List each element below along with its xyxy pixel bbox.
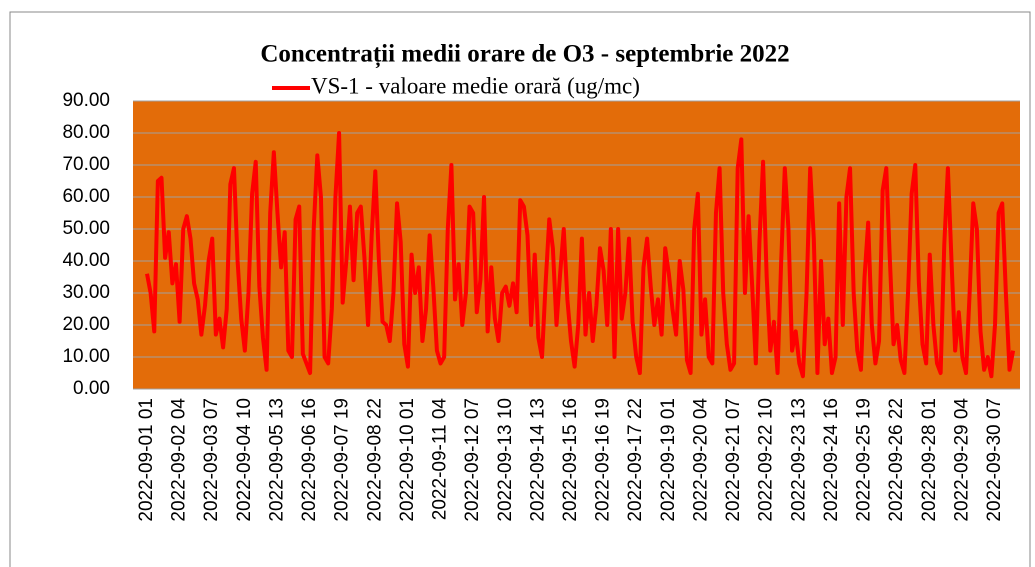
x-tick-label: 2022-09-04 10 [234,398,255,522]
y-tick-label: 10.00 [62,346,110,367]
x-tick-label: 2022-09-13 10 [495,398,516,522]
x-tick-label: 2022-09-12 07 [462,398,483,522]
line [145,131,1016,379]
x-tick-label: 2022-09-15 16 [560,398,581,522]
y-tick-label: 20.00 [62,314,110,335]
x-tick-label: 2022-09-26 22 [886,398,907,522]
y-tick-label: 30.00 [62,282,110,303]
chart-title: Concentrații medii orare de O3 - septemb… [260,41,789,69]
x-tick-label: 2022-09-01 01 [136,398,157,522]
x-tick-label: 2022-09-05 13 [266,398,287,522]
x-tick-label: 2022-09-29 04 [951,398,972,522]
x-tick-label: 2022-09-14 13 [527,398,548,522]
x-tick-label: 2022-09-24 16 [821,398,842,522]
x-tick-label: 2022-09-08 22 [364,398,385,522]
x-tick-label: 2022-09-07 19 [332,398,353,522]
x-tick-label: 2022-09-28 01 [919,398,940,522]
x-tick-label: 2022-09-30 07 [984,398,1005,522]
x-tick-label: 2022-09-20 04 [690,398,711,522]
x-tick-label: 2022-09-03 07 [201,398,222,522]
y-tick-label: 70.00 [62,154,110,175]
x-tick-label: 2022-09-19 01 [658,398,679,522]
x-tick-label: 2022-09-11 04 [430,398,451,521]
y-tick-label: 0.00 [73,378,110,399]
y-tick-label: 50.00 [62,218,110,239]
y-tick-label: 60.00 [62,186,110,207]
x-tick-label: 2022-09-10 01 [397,398,418,522]
x-tick-label: 2022-09-23 13 [788,398,809,522]
x-tick-label: 2022-09-16 19 [593,398,614,522]
x-tick-label: 2022-09-17 22 [625,398,646,522]
x-tick-label: 2022-09-22 10 [756,398,777,522]
x-tick-label: 2022-09-21 07 [723,398,744,522]
y-tick-label: 90.00 [62,90,110,111]
y-tick-label: 80.00 [62,122,110,143]
x-tick-label: 2022-09-06 16 [299,398,320,522]
legend-label: VS-1 - valoare medie orară (ug/mc) [311,73,640,98]
y-tick-label: 40.00 [62,250,110,271]
x-tick-label: 2022-09-02 04 [169,398,190,522]
x-tick-label: 2022-09-25 19 [854,398,875,522]
